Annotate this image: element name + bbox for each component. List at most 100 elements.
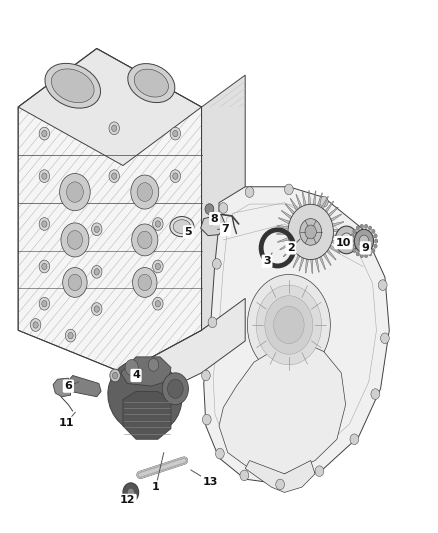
Circle shape (288, 204, 333, 260)
Circle shape (170, 169, 180, 182)
Circle shape (112, 173, 117, 179)
Circle shape (42, 221, 47, 227)
Polygon shape (18, 49, 201, 165)
Circle shape (152, 260, 163, 273)
Circle shape (155, 221, 160, 227)
Polygon shape (277, 225, 288, 229)
Polygon shape (219, 344, 346, 474)
Circle shape (378, 280, 387, 290)
Circle shape (67, 182, 83, 203)
Circle shape (354, 232, 363, 243)
Polygon shape (281, 211, 292, 219)
Circle shape (60, 173, 90, 211)
Polygon shape (328, 207, 338, 216)
Circle shape (201, 370, 210, 381)
Circle shape (285, 184, 293, 195)
Circle shape (173, 173, 178, 179)
Circle shape (63, 268, 87, 297)
Circle shape (155, 301, 160, 307)
Circle shape (39, 297, 49, 310)
Circle shape (208, 317, 217, 328)
Polygon shape (321, 196, 328, 209)
Circle shape (381, 333, 389, 344)
Polygon shape (123, 391, 171, 439)
Circle shape (276, 479, 285, 490)
Circle shape (33, 322, 38, 328)
Circle shape (374, 239, 378, 243)
Circle shape (205, 204, 214, 214)
Circle shape (319, 196, 328, 207)
Circle shape (351, 234, 354, 238)
Polygon shape (53, 378, 71, 397)
Circle shape (39, 169, 49, 182)
Circle shape (354, 229, 374, 253)
Polygon shape (331, 214, 342, 221)
Circle shape (371, 229, 375, 233)
Polygon shape (280, 243, 291, 250)
Polygon shape (18, 49, 201, 373)
Circle shape (110, 369, 120, 382)
Circle shape (42, 301, 47, 307)
Circle shape (42, 263, 47, 270)
Polygon shape (123, 298, 245, 394)
Circle shape (42, 173, 47, 179)
Circle shape (30, 319, 41, 332)
Circle shape (245, 187, 254, 197)
Ellipse shape (134, 69, 169, 97)
Text: 3: 3 (263, 256, 271, 266)
Circle shape (212, 259, 221, 269)
Polygon shape (18, 49, 201, 373)
Circle shape (170, 127, 180, 140)
Polygon shape (311, 260, 313, 273)
Circle shape (351, 244, 354, 248)
Polygon shape (325, 201, 334, 212)
Circle shape (360, 224, 364, 229)
Circle shape (371, 248, 375, 253)
Circle shape (350, 239, 353, 243)
Circle shape (113, 372, 118, 378)
Circle shape (335, 226, 358, 254)
Text: 2: 2 (287, 243, 295, 253)
Circle shape (94, 226, 99, 232)
Circle shape (94, 269, 99, 275)
Text: 10: 10 (336, 238, 351, 247)
Circle shape (125, 360, 138, 375)
Circle shape (374, 244, 377, 248)
Circle shape (215, 448, 224, 459)
Polygon shape (305, 259, 308, 273)
Circle shape (247, 274, 330, 375)
Circle shape (368, 226, 372, 230)
Text: 5: 5 (185, 227, 192, 237)
Polygon shape (204, 187, 389, 484)
Circle shape (371, 389, 380, 399)
Circle shape (109, 169, 120, 182)
Polygon shape (333, 235, 344, 238)
Ellipse shape (170, 216, 194, 237)
Circle shape (68, 274, 81, 290)
Ellipse shape (173, 220, 191, 233)
Circle shape (350, 434, 359, 445)
Circle shape (61, 223, 89, 257)
Circle shape (39, 260, 49, 273)
Polygon shape (329, 245, 340, 254)
Circle shape (137, 183, 152, 201)
Circle shape (356, 252, 360, 256)
Circle shape (368, 252, 372, 256)
Polygon shape (332, 222, 344, 227)
Circle shape (300, 219, 321, 245)
Ellipse shape (108, 359, 182, 434)
Circle shape (341, 233, 352, 247)
Polygon shape (308, 190, 311, 205)
Polygon shape (283, 247, 293, 257)
Polygon shape (68, 375, 101, 397)
Circle shape (162, 373, 188, 405)
Polygon shape (278, 237, 289, 243)
Circle shape (219, 203, 228, 213)
Polygon shape (201, 214, 226, 236)
Polygon shape (288, 252, 296, 263)
Circle shape (127, 488, 134, 497)
Circle shape (256, 285, 321, 365)
Circle shape (132, 224, 158, 256)
Circle shape (167, 379, 183, 398)
Circle shape (109, 122, 120, 135)
